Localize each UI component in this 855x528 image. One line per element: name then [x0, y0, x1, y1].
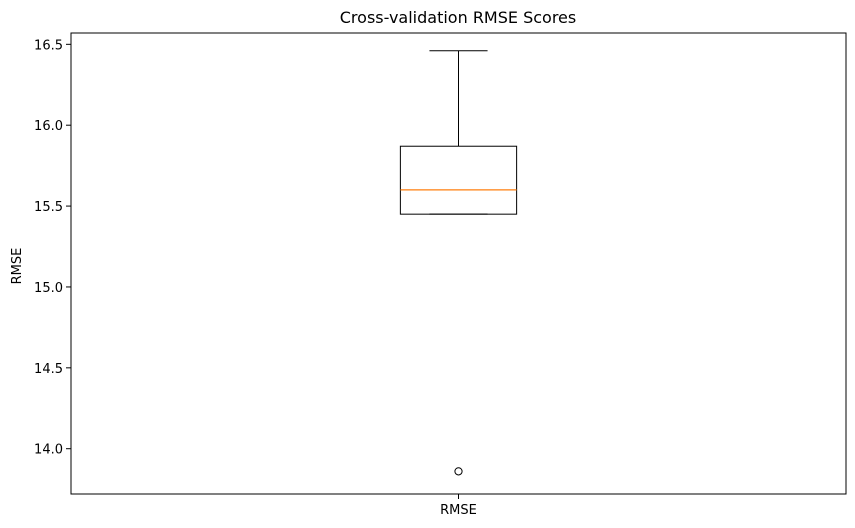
- x-tick-label: RMSE: [440, 503, 477, 518]
- y-axis-ticks: 14.0 14.5 15.0 15.5 16.0 16.5: [34, 38, 71, 458]
- y-axis-label: RMSE: [10, 248, 25, 285]
- y-tick-label: 14.0: [34, 443, 63, 458]
- box-group: [399, 50, 518, 476]
- y-tick-label: 16.0: [34, 119, 63, 134]
- y-tick-label: 16.5: [34, 38, 63, 53]
- x-axis-ticks: RMSE: [440, 494, 477, 518]
- y-tick-label: 15.5: [34, 200, 63, 215]
- box-iqr: [399, 145, 518, 215]
- outlier-point: [454, 467, 463, 476]
- chart-title: Cross-validation RMSE Scores: [340, 8, 576, 27]
- y-tick-label: 15.0: [34, 281, 63, 296]
- y-tick-label: 14.5: [34, 362, 63, 377]
